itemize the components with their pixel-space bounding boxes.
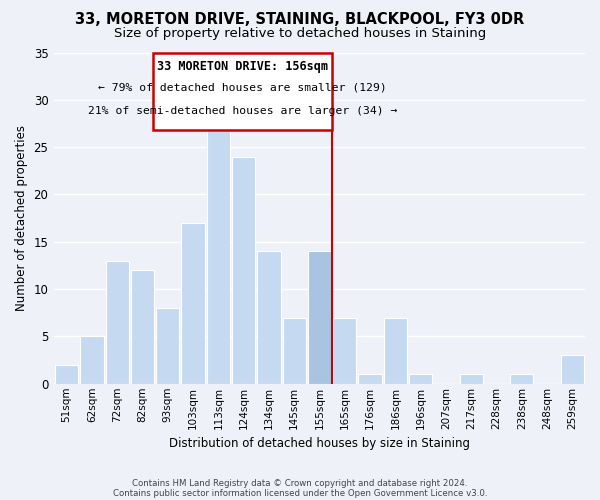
Bar	[561, 356, 584, 384]
Bar	[510, 374, 533, 384]
Text: Contains public sector information licensed under the Open Government Licence v3: Contains public sector information licen…	[113, 488, 487, 498]
FancyBboxPatch shape	[152, 52, 332, 130]
Bar	[333, 318, 356, 384]
Text: Size of property relative to detached houses in Staining: Size of property relative to detached ho…	[114, 28, 486, 40]
Text: ← 79% of detached houses are smaller (129): ← 79% of detached houses are smaller (12…	[98, 82, 387, 92]
Y-axis label: Number of detached properties: Number of detached properties	[15, 125, 28, 311]
Bar	[232, 156, 255, 384]
Bar	[358, 374, 382, 384]
Bar	[308, 252, 331, 384]
Bar	[283, 318, 306, 384]
Text: Contains HM Land Registry data © Crown copyright and database right 2024.: Contains HM Land Registry data © Crown c…	[132, 478, 468, 488]
Bar	[460, 374, 483, 384]
Bar	[384, 318, 407, 384]
Bar	[257, 252, 281, 384]
Bar	[80, 336, 104, 384]
Bar	[55, 365, 78, 384]
Bar	[156, 308, 179, 384]
X-axis label: Distribution of detached houses by size in Staining: Distribution of detached houses by size …	[169, 437, 470, 450]
Bar	[181, 223, 205, 384]
Bar	[106, 260, 129, 384]
Text: 33 MORETON DRIVE: 156sqm: 33 MORETON DRIVE: 156sqm	[157, 60, 328, 73]
Bar	[409, 374, 432, 384]
Bar	[207, 128, 230, 384]
Bar	[131, 270, 154, 384]
Text: 33, MORETON DRIVE, STAINING, BLACKPOOL, FY3 0DR: 33, MORETON DRIVE, STAINING, BLACKPOOL, …	[76, 12, 524, 28]
Text: 21% of semi-detached houses are larger (34) →: 21% of semi-detached houses are larger (…	[88, 106, 397, 116]
